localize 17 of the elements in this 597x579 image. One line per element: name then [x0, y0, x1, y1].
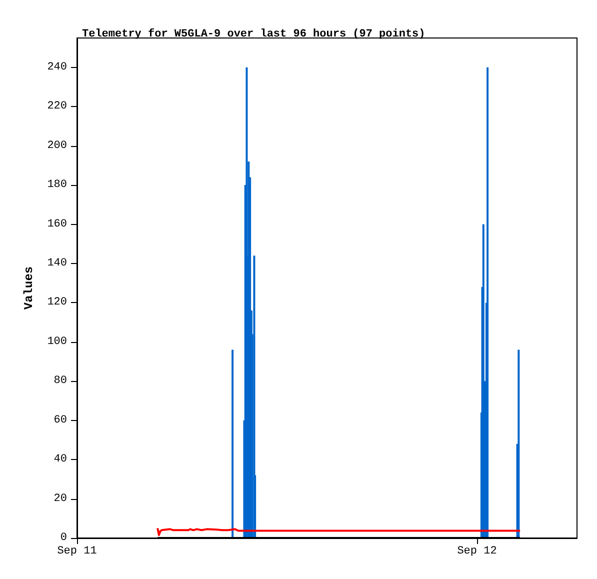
y-tick-label: 140 [47, 257, 67, 270]
y-tick-label: 20 [54, 492, 67, 505]
x-tick-label: Sep 11 [57, 546, 98, 558]
y-tick-label: 80 [54, 375, 67, 388]
y-tick-label: 220 [47, 100, 67, 113]
y-tick-label: 120 [47, 296, 67, 309]
y-tick-label: 100 [47, 336, 67, 348]
x-tick-label: Sep 12 [457, 546, 497, 558]
y-tick-label: 200 [47, 140, 67, 152]
y-tick-label: 60 [54, 414, 67, 426]
y-tick-label: 240 [47, 61, 67, 74]
chart-title: Telemetry for W5GLA-9 over last 96 hours (97 points) [82, 28, 426, 40]
y-tick-label: 0 [60, 532, 67, 544]
y-tick-label: 180 [47, 179, 67, 192]
y-tick-label: 40 [54, 454, 67, 466]
y-axis-title: Values [22, 266, 36, 310]
y-tick-label: 160 [47, 218, 67, 230]
